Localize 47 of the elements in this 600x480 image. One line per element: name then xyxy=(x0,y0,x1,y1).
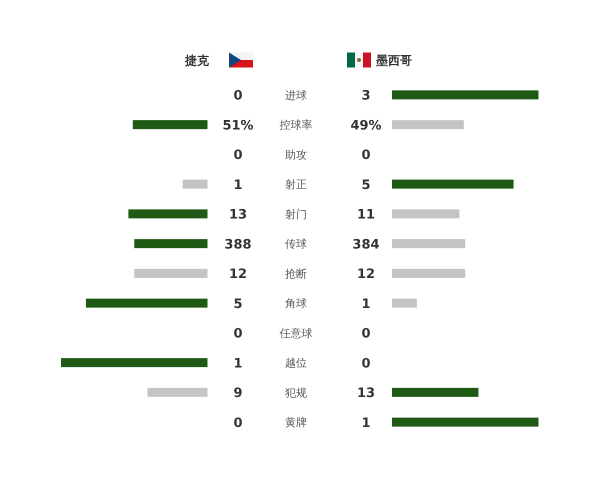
y-tick-label: 角球 xyxy=(285,297,307,310)
y-tick-label: 抢断 xyxy=(285,267,307,280)
text: 5 xyxy=(361,178,371,193)
text: 0 xyxy=(233,88,243,104)
bar xyxy=(392,239,466,248)
text: 12 xyxy=(228,267,248,282)
y-tick-label: 任意球 xyxy=(278,326,312,340)
bar xyxy=(392,418,538,427)
bar xyxy=(392,180,514,189)
text: 384 xyxy=(352,237,380,252)
bar xyxy=(392,90,538,100)
text: 0 xyxy=(361,148,371,164)
text: 13 xyxy=(228,208,248,223)
y-tick-label: 射正 xyxy=(285,178,307,192)
y-tick-label: 黄牌 xyxy=(285,416,307,430)
text: 0 xyxy=(361,356,371,372)
text: 1 xyxy=(361,296,371,312)
text: 0 xyxy=(233,148,243,164)
bar xyxy=(392,298,417,308)
text: 3 xyxy=(361,88,371,104)
text: 0 xyxy=(233,416,243,431)
bar xyxy=(392,268,466,278)
bar xyxy=(392,388,478,397)
bar xyxy=(392,209,460,218)
text: 1 xyxy=(233,178,243,193)
y-tick-label: 射门 xyxy=(285,208,307,221)
text: 11 xyxy=(356,208,376,223)
text: 51% xyxy=(222,118,254,134)
text: 49% xyxy=(350,118,382,134)
chart-title: 捷克 xyxy=(184,53,210,68)
text: 1 xyxy=(361,416,371,431)
y-tick-label: 越位 xyxy=(285,356,307,370)
text: 9 xyxy=(233,386,243,402)
text: 12 xyxy=(356,267,376,282)
text: 5 xyxy=(233,296,243,312)
bar xyxy=(392,120,464,130)
text: 0 xyxy=(233,326,243,342)
y-tick-label: 犯规 xyxy=(285,386,307,400)
y-tick-label: 助攻 xyxy=(285,148,307,162)
chart-title: 墨西哥 xyxy=(375,53,412,68)
y-tick-label: 控球率 xyxy=(280,118,312,132)
text: 1 xyxy=(233,356,243,372)
text: 0 xyxy=(361,326,371,342)
text: 388 xyxy=(224,237,252,252)
text: 13 xyxy=(356,386,376,402)
y-tick-label: 进球 xyxy=(285,88,307,102)
y-tick-label: 传球 xyxy=(285,238,307,251)
